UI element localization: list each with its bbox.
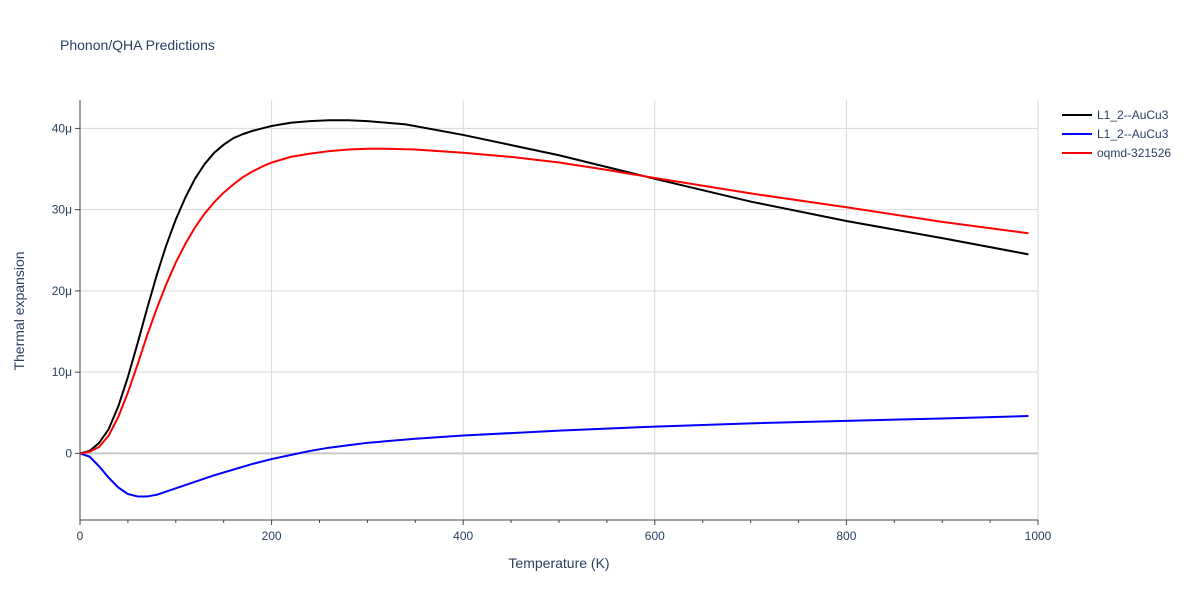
grid	[80, 100, 1039, 520]
x-tick-label: 1000	[1025, 529, 1052, 543]
y-tick-label: 30μ	[52, 203, 72, 217]
legend-item-2[interactable]: L1_2--AuCu3	[1062, 127, 1169, 141]
series-line-2[interactable]	[79, 415, 1029, 498]
y-axis-title: Thermal expansion	[11, 251, 27, 370]
legend-item-1[interactable]: L1_2--AuCu3	[1062, 108, 1169, 122]
legend-item-3[interactable]: oqmd-321526	[1062, 146, 1171, 160]
x-ticks: 0 200 400 600 800 1000	[77, 520, 1052, 543]
legend-label: L1_2--AuCu3	[1097, 108, 1169, 122]
y-tick-label: 20μ	[52, 284, 72, 298]
y-ticks: 0 10μ 20μ 30μ 40μ	[52, 121, 80, 460]
series-line-3[interactable]	[79, 147, 1029, 455]
x-tick-label: 800	[836, 529, 856, 543]
y-tick-label: 40μ	[52, 121, 72, 135]
x-axis-title: Temperature (K)	[508, 555, 609, 571]
chart-title: Phonon/QHA Predictions	[60, 37, 215, 53]
x-tick-label: 200	[262, 529, 282, 543]
x-tick-label: 400	[453, 529, 473, 543]
x-tick-label: 600	[645, 529, 665, 543]
legend[interactable]: L1_2--AuCu3 L1_2--AuCu3 oqmd-321526	[1062, 108, 1171, 160]
y-tick-label: 0	[65, 446, 72, 460]
legend-label: L1_2--AuCu3	[1097, 127, 1169, 141]
series-line-1[interactable]	[79, 119, 1029, 455]
y-tick-label: 10μ	[52, 365, 72, 379]
legend-label: oqmd-321526	[1097, 146, 1171, 160]
series-lines	[79, 119, 1029, 498]
x-tick-label: 0	[77, 529, 84, 543]
